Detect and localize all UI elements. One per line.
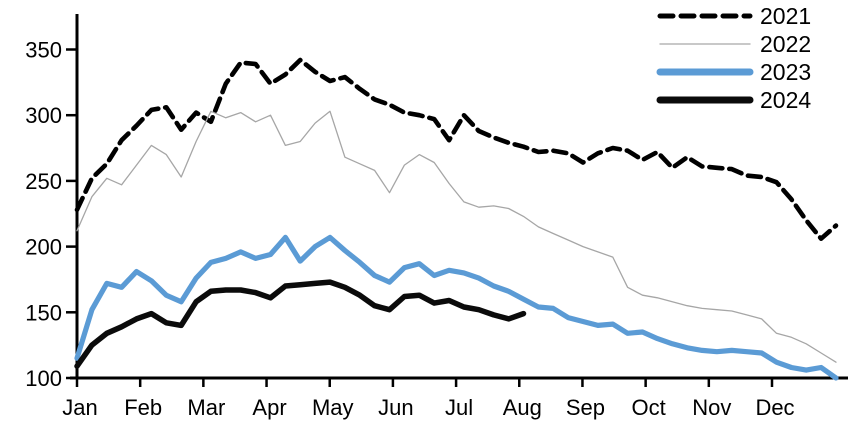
x-tick-label-Sep: Sep bbox=[566, 395, 605, 420]
series-lines bbox=[74, 57, 839, 381]
y-tick-label-100: 100 bbox=[25, 366, 62, 391]
x-tick-label-May: May bbox=[312, 395, 354, 420]
x-tick-label-Mar: Mar bbox=[187, 395, 225, 420]
axes bbox=[70, 14, 848, 380]
x-tick-label-Jun: Jun bbox=[378, 395, 413, 420]
x-tick-label-Feb: Feb bbox=[124, 395, 162, 420]
legend-label-2021: 2021 bbox=[760, 3, 811, 29]
x-tick-label-Aug: Aug bbox=[503, 395, 542, 420]
x-axis-ticks: Jan Feb Mar Apr May Jun Jul Aug Sep Oct Nov Dec bbox=[62, 378, 795, 420]
x-tick-label-Apr: Apr bbox=[252, 395, 286, 420]
series-line-2021 bbox=[74, 57, 839, 241]
x-tick-label-Oct: Oct bbox=[632, 395, 666, 420]
legend-label-2024: 2024 bbox=[760, 87, 811, 113]
y-tick-label-250: 250 bbox=[25, 169, 62, 194]
y-axis-ticks: 100 150 200 250 300 350 bbox=[25, 38, 77, 391]
x-tick-label-Jul: Jul bbox=[445, 395, 473, 420]
y-tick-label-300: 300 bbox=[25, 103, 62, 128]
series-line-2022 bbox=[76, 110, 837, 363]
y-tick-label-350: 350 bbox=[25, 38, 62, 63]
y-tick-label-200: 200 bbox=[25, 235, 62, 260]
x-tick-label-Jan: Jan bbox=[62, 395, 97, 420]
legend-label-2023: 2023 bbox=[760, 59, 811, 85]
x-tick-label-Dec: Dec bbox=[755, 395, 794, 420]
series-line-2023 bbox=[74, 234, 839, 381]
series-line-2024 bbox=[74, 279, 527, 369]
y-tick-label-150: 150 bbox=[25, 300, 62, 325]
x-tick-label-Nov: Nov bbox=[692, 395, 731, 420]
legend-label-2022: 2022 bbox=[760, 31, 811, 57]
